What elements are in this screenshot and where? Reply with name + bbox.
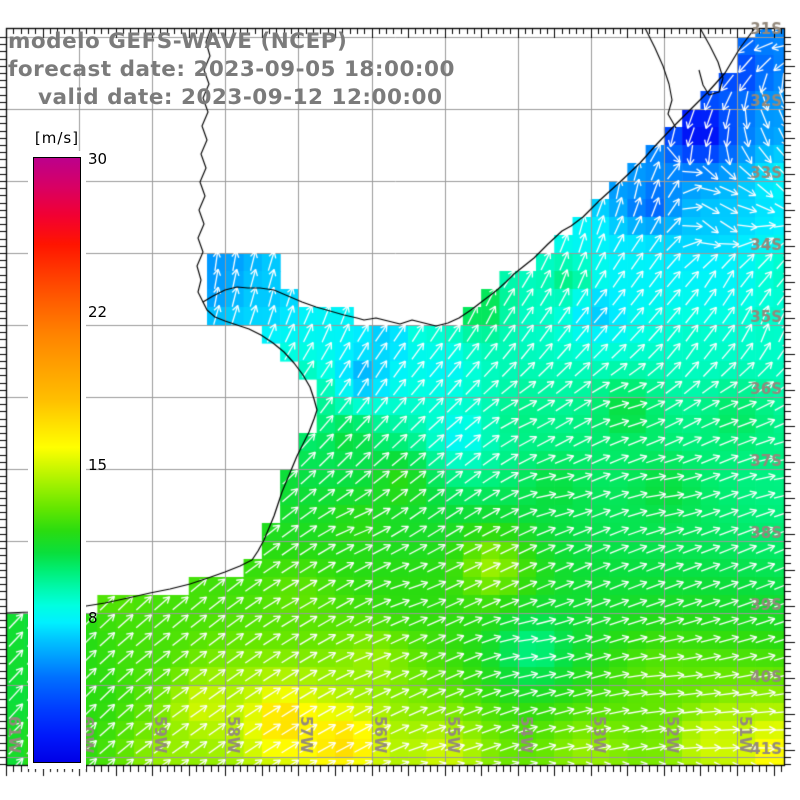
colorbar-tick-label: 8 [88,609,98,627]
colorbar-frame [33,157,81,763]
colorbar-tick-label: 15 [88,456,108,474]
valid-date-label: valid date: 2023-09-12 12:00:00 [38,85,443,110]
colorbar-unit-label: [m/s] [34,129,80,147]
model-title: modelo GEFS-WAVE (NCEP) [8,29,348,54]
colorbar-tick-label: 22 [88,303,108,321]
colorbar-tick-label: 30 [88,150,108,168]
forecast-date-label: forecast date: 2023-09-05 18:00:00 [8,57,455,82]
colorbar-gradient [34,158,80,762]
colorbar [28,151,86,769]
